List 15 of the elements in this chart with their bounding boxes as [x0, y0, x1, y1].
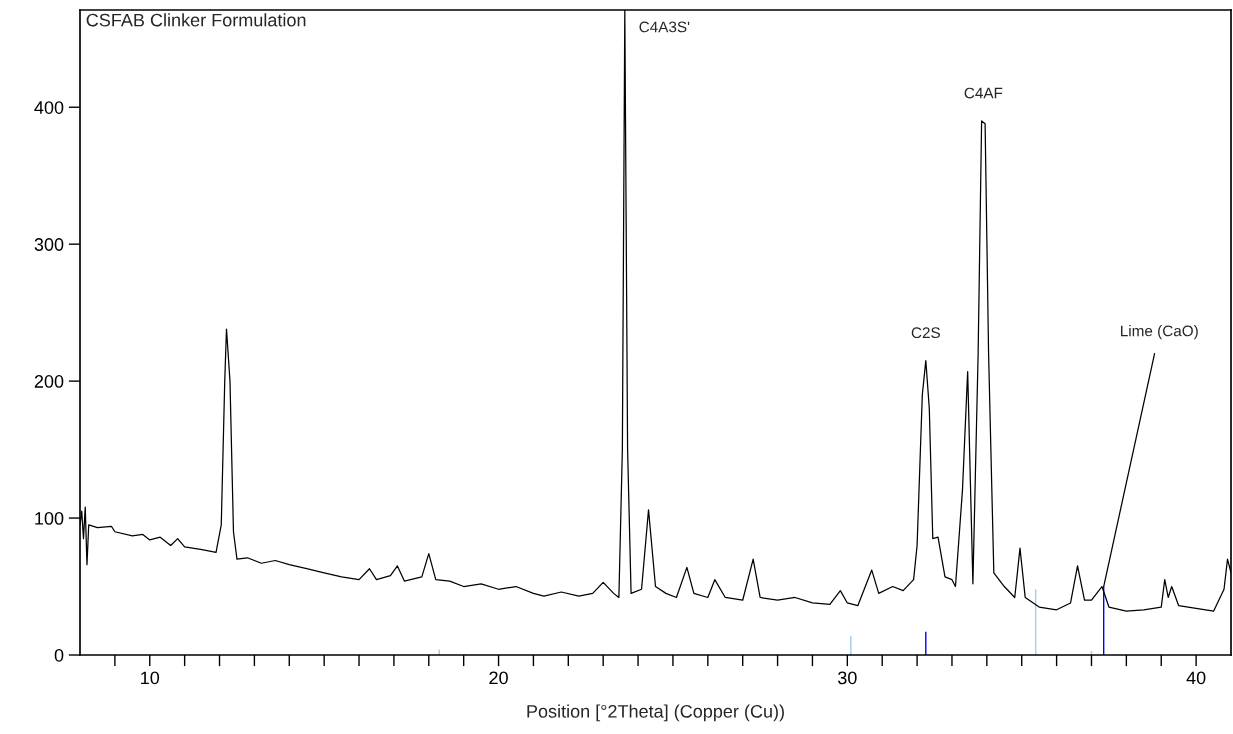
x-tick-label: 40 [1186, 671, 1206, 685]
y-tick-label: 400 [34, 101, 64, 114]
x-tick-label: 30 [837, 671, 857, 685]
y-tick-label: 100 [35, 511, 64, 525]
x-axis-title: Position [°2Theta] (Copper (Cu)) [527, 704, 784, 722]
x-tick-label: 10 [141, 671, 160, 685]
annotation: C2S [911, 327, 940, 339]
annotation: Lime (CaO) [1121, 325, 1198, 340]
y-tick-label: 0 [54, 648, 64, 662]
annotation: C4AF [964, 87, 1003, 99]
y-tick-label: 300 [34, 238, 64, 251]
y-tick-label: 200 [34, 375, 64, 388]
annotation: C4A3S' [639, 21, 690, 33]
x-tick-label: 20 [489, 671, 508, 685]
chart-title: CSFAB Clinker Formulation [86, 13, 306, 27]
